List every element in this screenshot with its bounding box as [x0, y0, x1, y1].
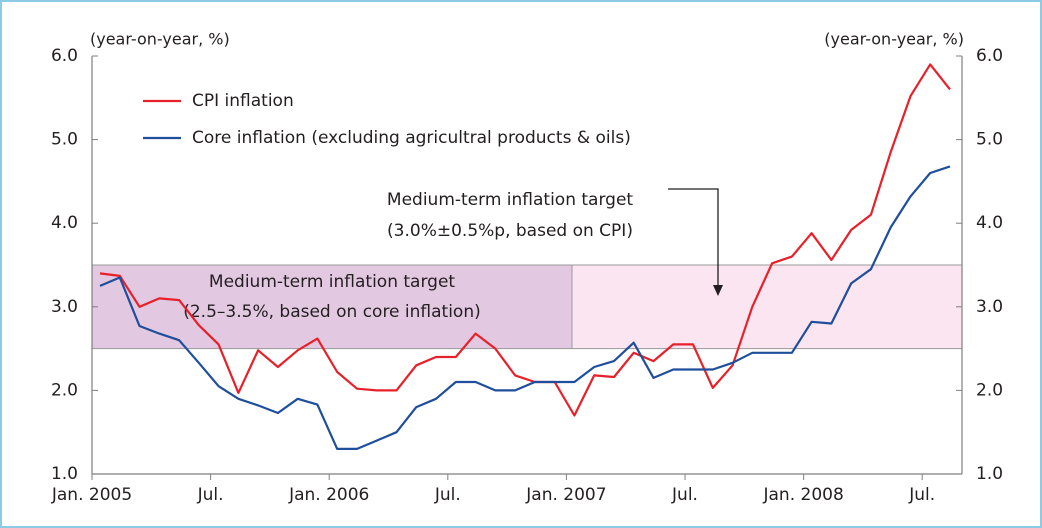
y2-tick-label: 5.0: [976, 130, 1003, 150]
y2-axis-label: (year-on-year, %): [824, 30, 964, 49]
bands: Medium-term inflation target (2.5–3.5%, b…: [91, 190, 963, 350]
band-label: Medium-term inflation target: [387, 190, 634, 210]
legend-label: CPI inflation: [192, 91, 294, 111]
x-tick-label: Jan. 2007: [525, 485, 606, 505]
y2-tick-label: 3.0: [976, 297, 1003, 317]
series-line: [99, 165, 951, 450]
x-tick-label: Jan. 2005: [51, 485, 132, 505]
y-tick-label: 5.0: [51, 130, 78, 150]
x-tick-label: Jul.: [197, 485, 224, 505]
axes: 1.0 2.0 3.0 4.0 5.0 6.0 1.0 2.0 3.0 4.0 5.0 6.0 Jan.…: [51, 46, 1003, 505]
band-label: (3.0%±0.5%p, based on CPI): [387, 221, 633, 241]
y2-tick-label: 2.0: [976, 380, 1003, 400]
target-band: [91, 264, 573, 350]
y2-tick-label: 6.0: [976, 46, 1003, 66]
y-tick-label: 1.0: [51, 464, 78, 484]
series-line: [99, 63, 951, 417]
x-tick-label: Jan. 2006: [288, 485, 369, 505]
x-tick-label: Jul.: [671, 485, 698, 505]
legend-label: Core inflation (excluding agricultral pr…: [192, 128, 631, 148]
band-label: (2.5–3.5%, based on core inflation): [183, 302, 481, 322]
y-tick-label: 4.0: [51, 213, 78, 233]
band-label: Medium-term inflation target: [209, 272, 456, 292]
y-tick-label: 6.0: [51, 46, 78, 66]
y2-tick-label: 4.0: [976, 213, 1003, 233]
lines: CPI inflation Core inflation (excluding a…: [99, 63, 951, 450]
y2-tick-label: 1.0: [976, 464, 1003, 484]
y-axis-label: (year-on-year, %): [90, 30, 230, 49]
target-band: [571, 264, 963, 350]
annotation-arrow: [668, 188, 719, 294]
x-tick-label: Jul.: [434, 485, 461, 505]
y-tick-label: 2.0: [51, 380, 78, 400]
x-tick-label: Jan. 2008: [762, 485, 843, 505]
arrow-head: [713, 285, 723, 296]
y-tick-label: 3.0: [51, 297, 78, 317]
x-tick-label: Jul.: [908, 485, 935, 505]
